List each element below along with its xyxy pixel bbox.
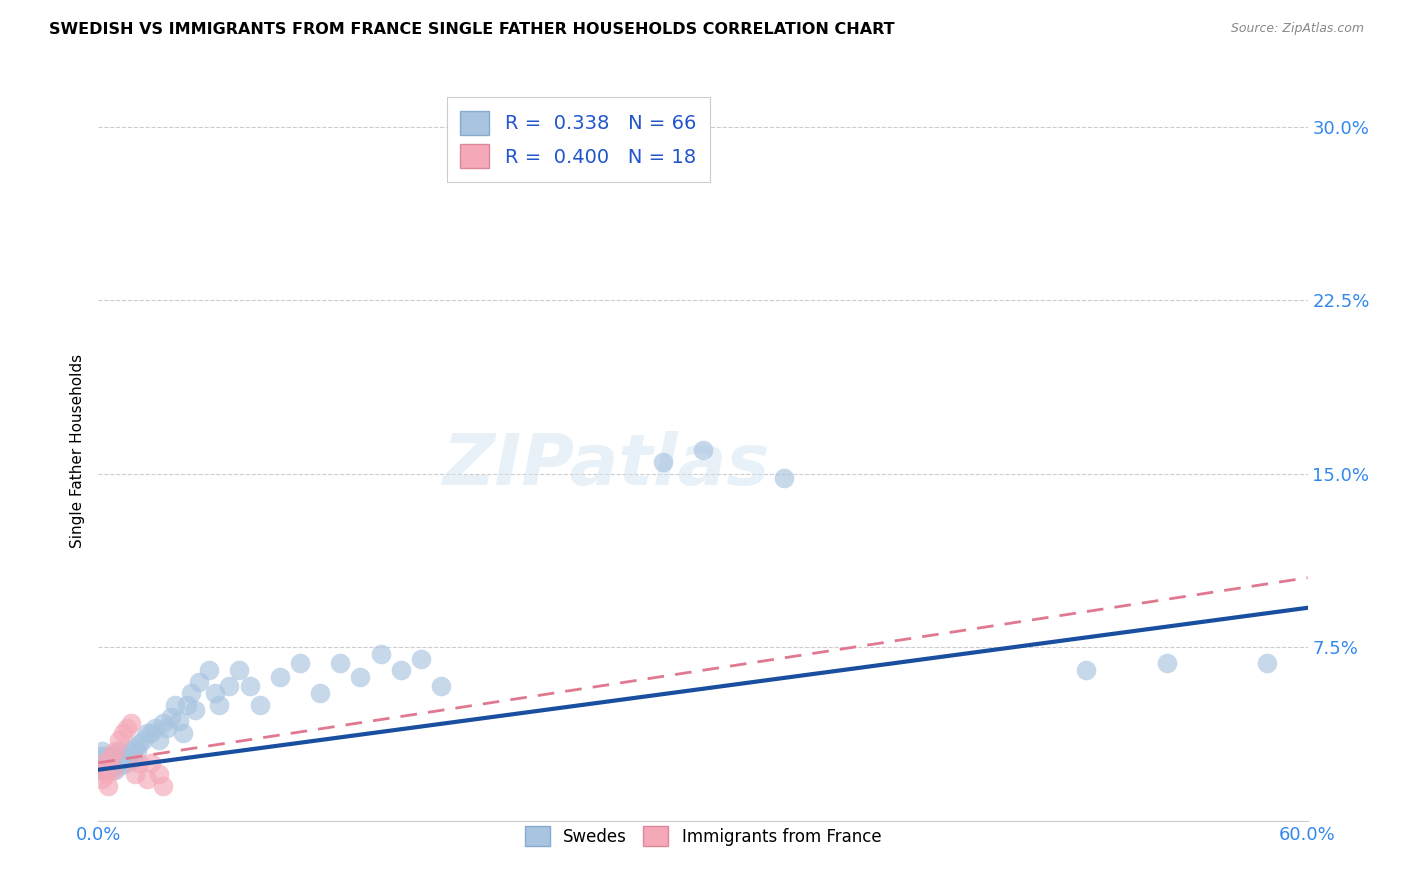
Point bbox=[156, 721, 179, 735]
Point bbox=[107, 732, 129, 747]
Point bbox=[152, 716, 174, 731]
Point bbox=[430, 680, 453, 694]
Point bbox=[114, 751, 136, 765]
Point bbox=[135, 725, 157, 739]
Point bbox=[172, 725, 194, 739]
Point bbox=[89, 748, 111, 763]
Point bbox=[139, 756, 162, 770]
Point bbox=[389, 663, 412, 677]
Point bbox=[180, 686, 202, 700]
Point bbox=[101, 760, 124, 774]
Text: Source: ZipAtlas.com: Source: ZipAtlas.com bbox=[1230, 22, 1364, 36]
Point bbox=[107, 754, 129, 768]
Point bbox=[103, 744, 125, 758]
Point bbox=[101, 763, 124, 777]
Point bbox=[692, 443, 714, 458]
Point bbox=[772, 471, 794, 485]
Point bbox=[93, 756, 115, 770]
Point bbox=[148, 732, 170, 747]
Point bbox=[651, 455, 673, 469]
Point bbox=[93, 748, 115, 763]
Point bbox=[288, 657, 311, 671]
Point bbox=[204, 686, 226, 700]
Point bbox=[93, 756, 115, 770]
Y-axis label: Single Father Households: Single Father Households bbox=[69, 353, 84, 548]
Point bbox=[124, 767, 146, 781]
Point bbox=[120, 744, 142, 758]
Point bbox=[97, 779, 120, 793]
Point bbox=[128, 737, 150, 751]
Point bbox=[128, 756, 150, 770]
Point bbox=[309, 686, 332, 700]
Point bbox=[121, 751, 143, 765]
Point bbox=[143, 721, 166, 735]
Point bbox=[218, 680, 240, 694]
Point bbox=[228, 663, 250, 677]
Point bbox=[96, 754, 118, 768]
Point bbox=[239, 680, 262, 694]
Point bbox=[97, 758, 120, 772]
Point bbox=[118, 748, 141, 763]
Point bbox=[100, 748, 122, 763]
Point bbox=[101, 751, 124, 765]
Point bbox=[184, 703, 207, 717]
Point bbox=[198, 663, 221, 677]
Point bbox=[409, 651, 432, 665]
Point bbox=[188, 674, 211, 689]
Point bbox=[176, 698, 198, 712]
Point bbox=[111, 754, 134, 768]
Point bbox=[103, 763, 125, 777]
Point bbox=[208, 698, 231, 712]
Point bbox=[96, 767, 118, 781]
Point bbox=[89, 763, 111, 777]
Point bbox=[349, 670, 371, 684]
Point bbox=[370, 647, 392, 661]
Point bbox=[115, 721, 138, 735]
Point bbox=[249, 698, 271, 712]
Point bbox=[1156, 657, 1178, 671]
Point bbox=[163, 698, 186, 712]
Point bbox=[135, 772, 157, 786]
Point bbox=[124, 739, 146, 754]
Point bbox=[97, 754, 120, 768]
Point bbox=[152, 779, 174, 793]
Point bbox=[160, 709, 183, 723]
Point bbox=[139, 725, 162, 739]
Point bbox=[100, 748, 122, 763]
Legend: Swedes, Immigrants from France: Swedes, Immigrants from France bbox=[517, 820, 889, 853]
Point bbox=[111, 725, 134, 739]
Point bbox=[120, 716, 142, 731]
Point bbox=[1256, 657, 1278, 671]
Point bbox=[148, 767, 170, 781]
Point bbox=[91, 744, 114, 758]
Point bbox=[107, 744, 129, 758]
Point bbox=[167, 714, 190, 728]
Point bbox=[91, 763, 114, 777]
Point bbox=[1074, 663, 1097, 677]
Text: ZIPatlas: ZIPatlas bbox=[443, 431, 770, 500]
Point bbox=[269, 670, 291, 684]
Point bbox=[125, 744, 148, 758]
Text: SWEDISH VS IMMIGRANTS FROM FRANCE SINGLE FATHER HOUSEHOLDS CORRELATION CHART: SWEDISH VS IMMIGRANTS FROM FRANCE SINGLE… bbox=[49, 22, 894, 37]
Point bbox=[91, 772, 114, 786]
Point bbox=[96, 763, 118, 777]
Point bbox=[89, 756, 111, 770]
Point bbox=[329, 657, 352, 671]
Point bbox=[105, 756, 128, 770]
Point bbox=[110, 758, 132, 772]
Point bbox=[132, 732, 155, 747]
Point bbox=[115, 756, 138, 770]
Point bbox=[100, 756, 122, 770]
Point bbox=[103, 748, 125, 763]
